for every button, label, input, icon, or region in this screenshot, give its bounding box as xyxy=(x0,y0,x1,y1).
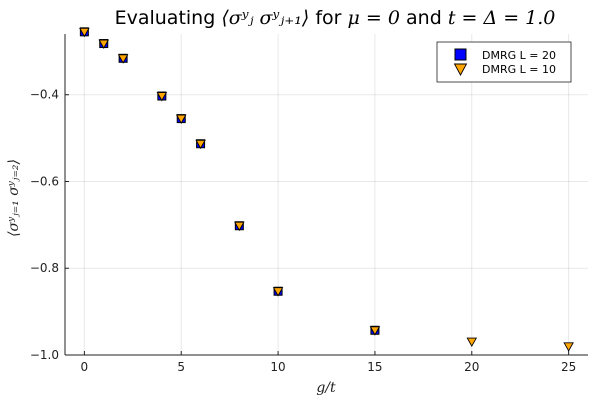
data-point-l10 xyxy=(563,342,574,352)
x-tick-label: 25 xyxy=(561,360,576,374)
title-mid2: and xyxy=(400,7,448,29)
data-point-l10 xyxy=(117,54,129,64)
x-tick-label: 15 xyxy=(367,360,382,374)
legend-label-l20: DMRG L = 20 xyxy=(482,49,556,62)
data-point-l10 xyxy=(272,287,284,297)
title-math: ⟨σʸⱼ σʸⱼ₊₁⟩ xyxy=(221,7,309,29)
data-point-l10 xyxy=(466,337,478,347)
data-point-l10 xyxy=(98,39,110,49)
legend-marker-l20 xyxy=(454,48,467,61)
x-tick-label: 0 xyxy=(81,360,89,374)
y-tick-label: −1.0 xyxy=(30,348,59,362)
legend-marker-l10 xyxy=(453,63,468,76)
data-point-l10 xyxy=(195,139,206,150)
title-t: t = Δ = 1.0 xyxy=(448,7,556,29)
axes xyxy=(64,34,588,356)
y-tick-label: −0.4 xyxy=(30,88,59,102)
x-tick-label: 20 xyxy=(464,360,479,374)
legend-box xyxy=(436,41,572,83)
y-ticks: −1.0 −0.8 −0.6 −0.4 xyxy=(30,88,69,362)
title-mid1: for xyxy=(309,7,347,29)
y-tick-label: −0.8 xyxy=(30,261,59,275)
data-point-l10 xyxy=(156,92,168,102)
x-tick-label: 5 xyxy=(177,360,185,374)
legend-label-l10: DMRG L = 10 xyxy=(482,63,556,76)
data-point-l10 xyxy=(369,326,381,336)
data-point-l10 xyxy=(234,221,245,232)
x-tick-label: 10 xyxy=(270,360,285,374)
x-ticks: 0 5 10 15 20 25 xyxy=(81,351,576,374)
x-axis-label: g/t xyxy=(316,380,336,396)
y-axis-label: ⟨σʸⱼ₌₁ σʸⱼ₌₂⟩ xyxy=(6,159,22,237)
title-mu: μ = 0 xyxy=(348,7,400,29)
chart-title: Evaluating ⟨σʸⱼ σʸⱼ₊₁⟩ for μ = 0 and t =… xyxy=(115,7,556,29)
data-point-l10 xyxy=(79,27,90,38)
title-prefix: Evaluating xyxy=(115,7,222,29)
series-l10 xyxy=(79,27,574,352)
data-marks xyxy=(79,27,574,352)
y-tick-label: −0.6 xyxy=(30,174,59,188)
data-point-l10 xyxy=(175,114,187,125)
